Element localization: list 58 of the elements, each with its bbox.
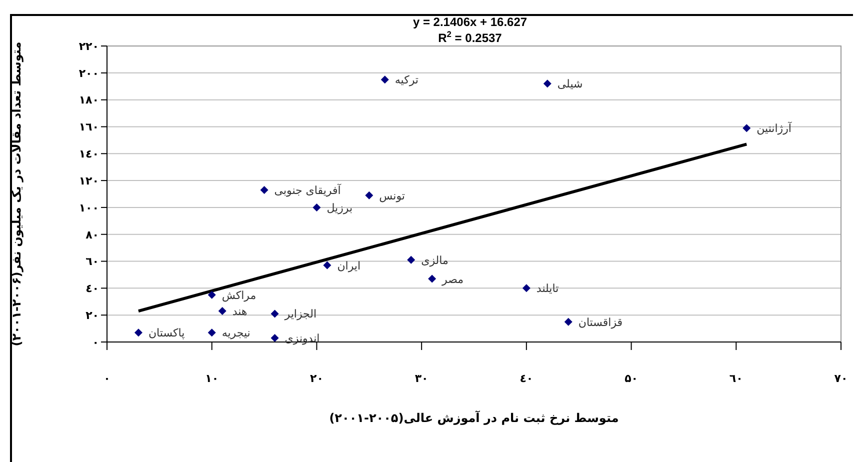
y-tick-label: ۸۰: [86, 228, 99, 242]
annotation: پاکستان: [148, 326, 185, 340]
x-axis-title: متوسط نرخ ثبت نام در آموزش عالی(۲۰۰۵-۲۰۰۱): [329, 410, 619, 425]
point: [380, 76, 389, 84]
point: [323, 261, 332, 270]
annotation: مالزی: [421, 254, 448, 267]
x-tick-label: ۳۰: [414, 372, 428, 385]
x-tick-label: ۱۰: [205, 372, 219, 385]
annotation: قزاقستان: [578, 316, 623, 329]
point: [522, 284, 530, 292]
text: y = 2.1406x + 16.627: [412, 15, 528, 29]
annotation: ایران: [337, 259, 361, 272]
point: [270, 334, 279, 342]
point: [260, 186, 268, 194]
annotation: برزیل: [326, 201, 353, 214]
y-tick-label: ۲۰۰: [78, 66, 99, 80]
x-tick-label: ٤۰: [520, 372, 534, 385]
point: [208, 290, 216, 299]
x-tick-label: ۵۰: [624, 372, 638, 385]
annotation: مصر: [441, 272, 464, 286]
point: [564, 318, 572, 326]
point: [134, 328, 142, 337]
point: [543, 80, 552, 88]
annotation: هند: [232, 305, 248, 318]
point: [312, 203, 321, 212]
x-tick-label: ٦۰: [729, 372, 743, 385]
y-tick-label: ٦۰: [86, 255, 99, 268]
y-tick-label: ۰: [92, 336, 99, 349]
y-tick-label: ۲۲۰: [78, 40, 99, 53]
y-tick-label: ۲۰: [86, 308, 99, 322]
y-tick-label: ۱۸۰: [78, 94, 99, 107]
annotation: تایلند: [536, 282, 559, 296]
x-tick-label: ۷۰: [834, 372, 848, 385]
text: R$^{2}$ = 0.2537: [438, 29, 502, 45]
annotation: شیلی: [557, 78, 583, 91]
point: [407, 256, 416, 264]
annotation: اندونزی: [284, 332, 320, 345]
point: [742, 124, 751, 132]
y-axis-title: متوسط تعداد مقالات در یک میلیون نفر(۲۰۰۶-۲۰۰۱): [9, 42, 24, 346]
annotation: الجزایر: [284, 308, 317, 321]
annotation: آرژانتین: [756, 121, 792, 136]
x-tick-label: ۰: [104, 372, 110, 385]
point: [428, 274, 436, 283]
y-tick-label: ۱۰۰: [78, 201, 99, 214]
annotation: تونس: [379, 189, 405, 202]
y-tick-label: ٤۰: [86, 282, 99, 296]
point: [218, 307, 226, 316]
annotation: آفریقای جنوبی: [274, 182, 342, 197]
point: [365, 191, 374, 200]
y-tick-label: ۱٤۰: [78, 148, 99, 161]
annotation: نیجریه: [222, 326, 250, 340]
point: [208, 328, 216, 337]
annotation: مراکش: [222, 288, 256, 302]
x-tick-label: ۲۰: [310, 372, 324, 385]
annotation: ترکیه: [394, 74, 418, 87]
y-tick-label: ۱۲۰: [78, 174, 99, 188]
y-tick-label: ۱٦۰: [78, 120, 99, 134]
point: [270, 310, 279, 318]
